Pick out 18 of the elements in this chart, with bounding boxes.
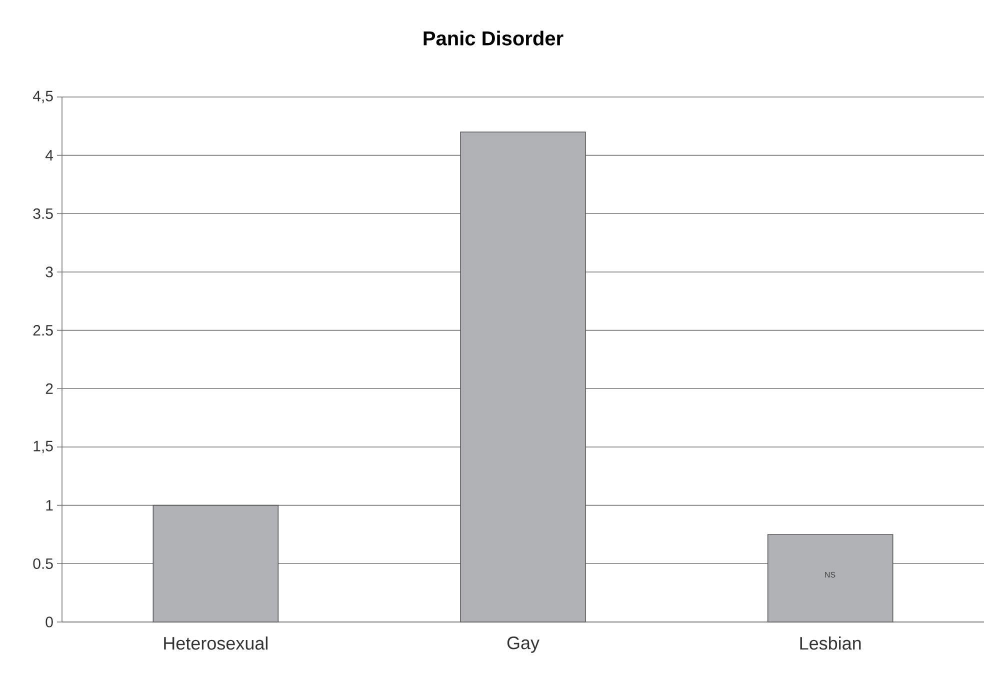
y-tick-label: 3 [46,266,53,278]
annotation: NS [825,572,836,578]
y-tick-label: 3.5 [33,208,53,219]
y-tick-label: 2 [46,383,53,394]
bar [767,534,894,622]
x-tick-label: Lesbian [800,636,861,650]
x-tick-label: Heterosexual [164,636,268,650]
y-tick-label: 1,5 [34,440,53,454]
y-tick-label: 4 [45,150,54,160]
y-tick-label: 0 [46,616,53,628]
y-tick-label: 1 [46,500,53,510]
chart-title: Panic Disorder [424,30,564,46]
y-tick-label: 0.5 [33,558,53,569]
y-tick-label: 4,5 [32,90,53,104]
bar [460,132,586,622]
x-tick-label: Gay [507,636,540,653]
y-tick-label: 2.5 [33,325,53,336]
bar [152,504,279,622]
